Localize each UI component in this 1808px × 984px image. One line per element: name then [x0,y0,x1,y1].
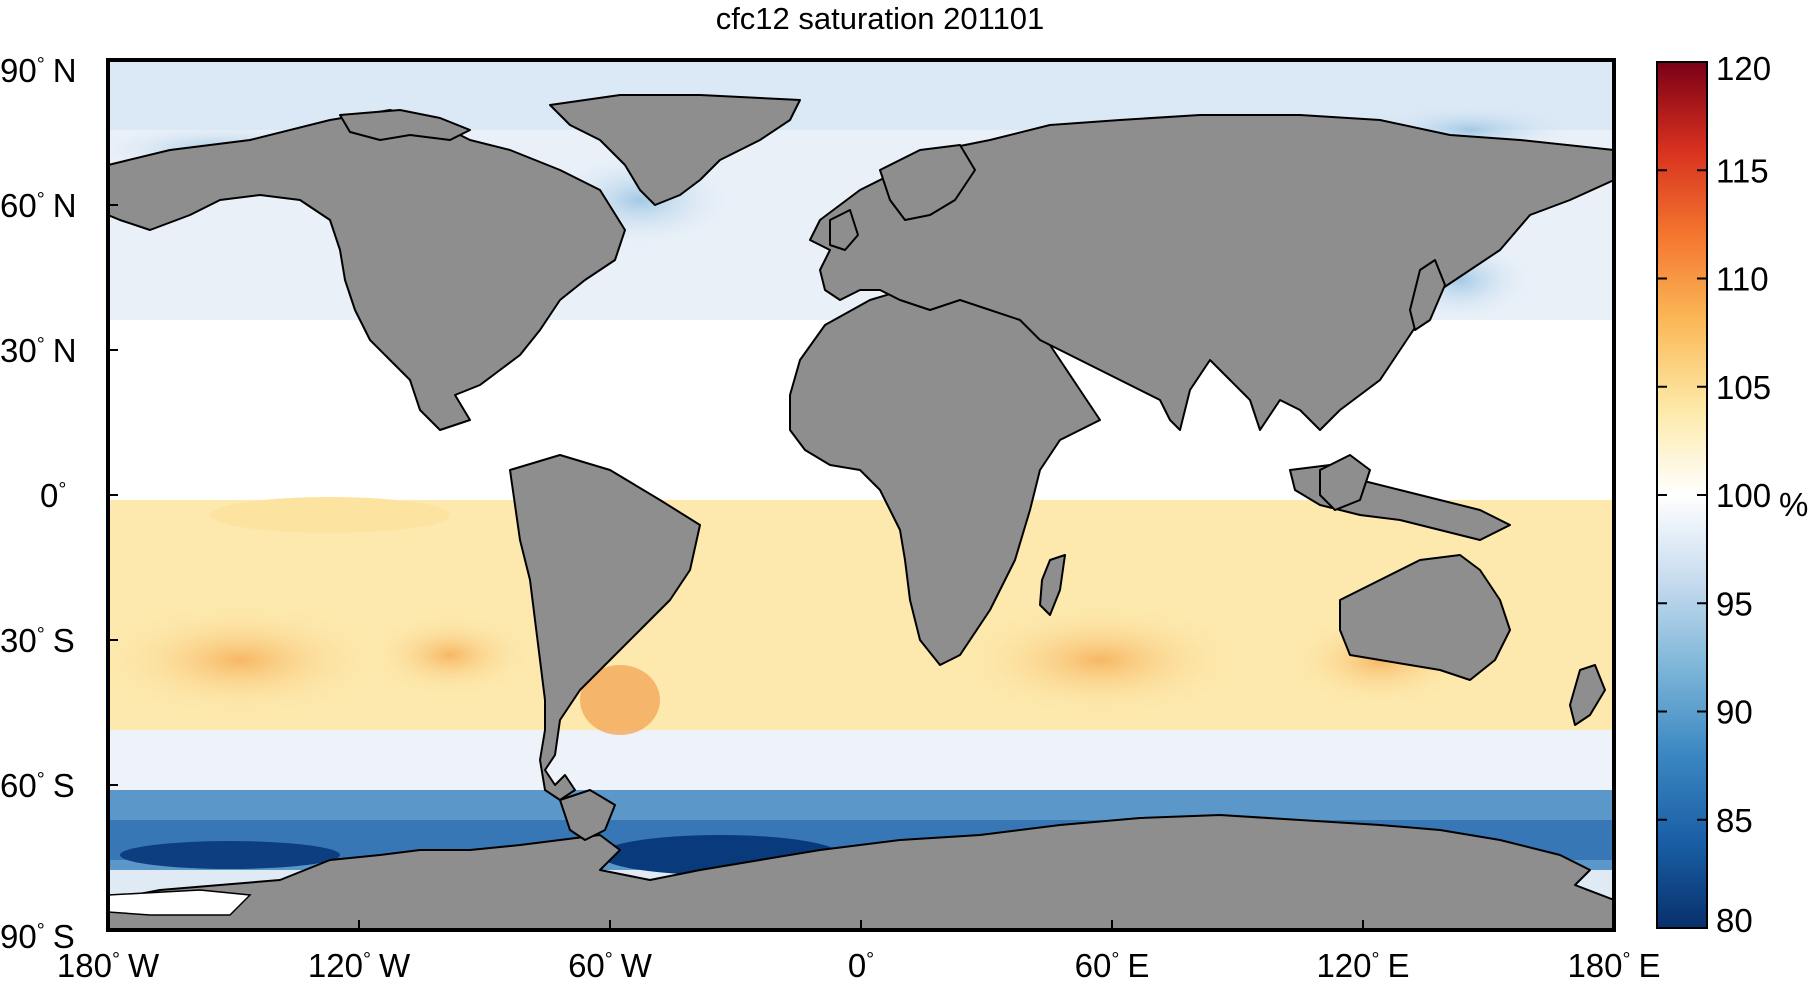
land-antarctica [108,814,1614,930]
x-tick-label: 0° [848,947,874,984]
y-tick-label: 30° N [0,332,77,369]
land-arctic-islands [339,109,471,141]
land-great-britain [829,209,859,251]
x-tick-label: 120° W [308,947,411,984]
land-japan [1409,259,1446,331]
land-eurasia [809,114,1614,431]
map-title: cfc12 saturation 201101 [715,1,1045,36]
x-tick-label: 60° W [568,947,653,984]
land-antarctic-peninsula [559,789,616,841]
y-tick-label: 0° [40,477,66,514]
colorbar-tick-label: 120 [1716,50,1771,87]
colorbar-tick-label: 115 [1716,152,1769,189]
x-tick-label: 60° E [1075,947,1150,984]
colorbar-unit: % [1779,486,1808,523]
y-tick-label: 30° S [0,622,75,659]
y-tick-label: 60° S [0,767,75,804]
map-panel [108,60,1614,930]
ocean-warm-patch [108,605,380,715]
colorbar-tick-label: 95 [1716,585,1753,622]
ice-shelf-ross [108,889,252,916]
x-axis: 180° W 120° W 60° W 0° 60° E 120° E 180° E [57,920,1661,984]
colorbar-tick-label: 100 [1716,477,1771,514]
land-new-zealand [1569,664,1606,726]
ocean-warm-patch [960,605,1240,715]
colorbar-ticks: 120 115 110 105 100 95 90 85 80 [1657,50,1771,939]
colorbar: 120 115 110 105 100 95 90 85 80 % [1656,50,1808,939]
y-axis: 90° N 60° N 30° N 0° 30° S 60° S 90° S [0,52,118,955]
x-tick-label: 180° W [57,947,160,984]
land-south-america [509,454,701,801]
land-australia [1339,554,1511,681]
colorbar-tick-label: 85 [1716,802,1753,839]
land-greenland [549,94,801,206]
y-tick-label: 60° N [0,187,77,224]
y-tick-label: 90° S [0,918,75,955]
ocean-warm-patch [210,497,450,533]
ocean-southern-light-band [108,730,1614,790]
x-tick-label: 120° E [1316,947,1409,984]
colorbar-tick-label: 90 [1716,694,1753,731]
land-north-america [108,109,626,431]
ocean-warm-patch [580,665,660,735]
colorbar-tick-label: 110 [1716,261,1769,298]
y-tick-label: 90° N [0,52,77,89]
x-tick-label: 180° E [1567,947,1660,984]
colorbar-tick-label: 80 [1716,902,1753,939]
colorbar-tick-label: 105 [1716,369,1771,406]
land-borneo [1319,454,1371,511]
land-masses [108,94,1614,930]
ocean-warm-patch [370,615,530,695]
ocean-blue-patch [120,841,340,869]
land-madagascar [1039,554,1066,616]
land-scandinavia [879,144,976,221]
